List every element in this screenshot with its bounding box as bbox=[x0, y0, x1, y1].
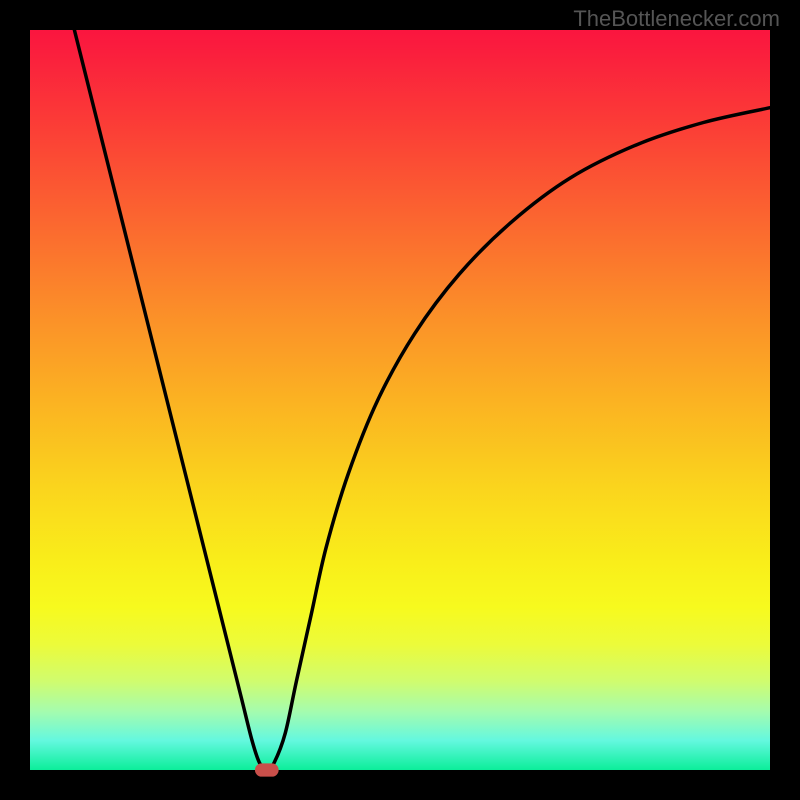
minimum-marker bbox=[255, 763, 279, 776]
bottleneck-curve bbox=[74, 30, 770, 770]
curve-svg bbox=[30, 30, 770, 770]
plot-area bbox=[30, 30, 770, 770]
watermark-text: TheBottlenecker.com bbox=[573, 6, 780, 32]
chart-container: { "watermark": { "text": "TheBottlenecke… bbox=[0, 0, 800, 800]
